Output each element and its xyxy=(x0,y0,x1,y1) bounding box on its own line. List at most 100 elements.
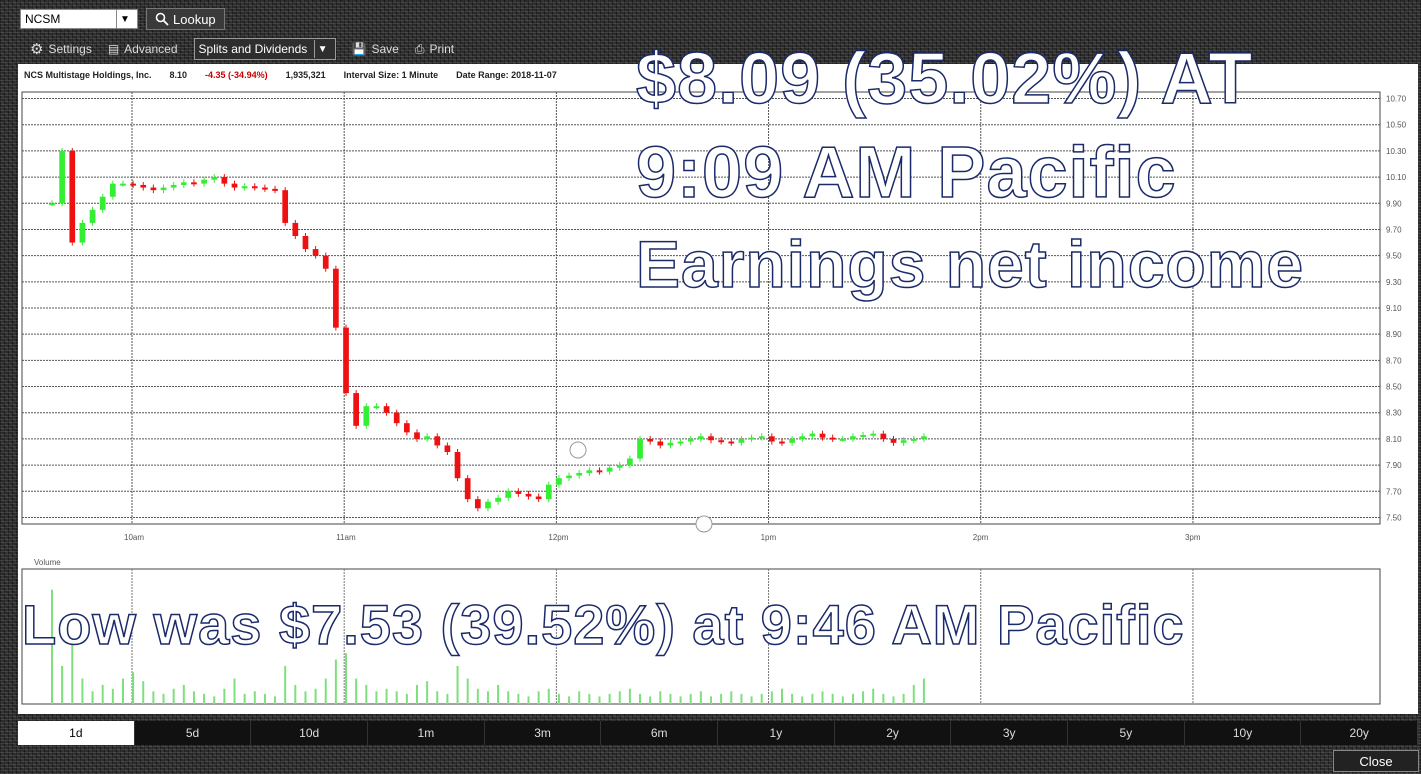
candle xyxy=(515,491,522,494)
range-tab-1d[interactable]: 1d xyxy=(18,721,135,745)
annotation-marker xyxy=(569,441,587,459)
candle xyxy=(322,255,329,269)
candle xyxy=(191,182,197,185)
volume-bar xyxy=(294,684,297,704)
volume-bar xyxy=(679,696,682,704)
candle xyxy=(150,187,157,191)
range-tab-2y[interactable]: 2y xyxy=(835,721,952,745)
candle xyxy=(839,438,846,441)
candle xyxy=(120,183,126,186)
volume-bar xyxy=(284,665,287,704)
volume-bar xyxy=(760,693,763,704)
volume-bar xyxy=(263,693,266,704)
advanced-label: Advanced xyxy=(124,42,178,56)
advanced-button[interactable]: ▤ Advanced xyxy=(108,42,178,56)
volume-bar xyxy=(912,684,915,704)
close-button[interactable]: Close xyxy=(1333,750,1419,772)
volume-bar xyxy=(841,696,844,704)
candle xyxy=(312,249,319,256)
candle xyxy=(282,190,289,223)
quote-info: NCS Multistage Holdings, Inc. 8.10 -4.35… xyxy=(24,70,557,80)
lookup-label: Lookup xyxy=(173,11,216,27)
volume-bar xyxy=(152,691,155,704)
range-tab-5y[interactable]: 5y xyxy=(1068,721,1185,745)
candle xyxy=(201,179,207,184)
overlay-price: $8.09 (35.02%) AT xyxy=(635,38,1254,120)
y-tick-label: 8.70 xyxy=(1386,356,1402,365)
range-tab-3m[interactable]: 3m xyxy=(485,721,602,745)
candle xyxy=(140,184,147,188)
volume-bar xyxy=(243,693,246,704)
candle xyxy=(596,470,603,473)
price-chart: 10.70 10.50 10.30 10.10 9.90 9.70 9.50 9.30 9.10… xyxy=(21,91,1407,705)
range-tab-3y[interactable]: 3y xyxy=(951,721,1069,745)
save-button[interactable]: 💾 Save xyxy=(352,42,399,56)
settings-button[interactable]: ⚙ Settings xyxy=(30,40,92,58)
range-tab-10d[interactable]: 10d xyxy=(251,721,369,745)
volume-bar xyxy=(821,691,824,704)
range-tab-10y[interactable]: 10y xyxy=(1185,721,1302,745)
volume-bar xyxy=(831,693,834,704)
volume-bar xyxy=(436,691,439,704)
candle xyxy=(49,203,55,206)
range-tab-1y[interactable]: 1y xyxy=(718,721,835,745)
candle xyxy=(880,433,887,439)
candle xyxy=(292,222,299,236)
candle xyxy=(79,222,86,243)
settings-label: Settings xyxy=(48,42,92,56)
volume-bar xyxy=(689,693,692,704)
candle xyxy=(485,501,491,509)
volume-bar xyxy=(253,691,256,704)
volume-bar xyxy=(882,693,885,704)
volume-bar xyxy=(791,693,794,704)
volume-bar xyxy=(770,691,773,704)
save-label: Save xyxy=(371,42,399,56)
volume-bar xyxy=(466,678,469,704)
volume-bar xyxy=(628,688,631,704)
volume-bar xyxy=(557,693,560,704)
volume-bar xyxy=(517,693,520,704)
price-change: -4.35 (-34.94%) xyxy=(205,70,268,80)
splits-select[interactable]: Splits and Dividends ▼ xyxy=(193,38,336,60)
candle xyxy=(809,433,816,437)
volume-bar xyxy=(132,672,135,704)
candle xyxy=(495,497,501,502)
candle xyxy=(566,475,572,479)
save-icon: 💾 xyxy=(351,42,367,56)
volume-bar xyxy=(537,691,540,704)
range-tab-1m[interactable]: 1m xyxy=(368,721,485,745)
candle xyxy=(779,441,785,444)
candle xyxy=(789,438,795,443)
candle xyxy=(231,183,238,188)
candle xyxy=(819,433,826,438)
volume-bar xyxy=(699,691,702,704)
range-tab-6m[interactable]: 6m xyxy=(601,721,719,745)
candle xyxy=(99,196,106,210)
x-tick-label: 10am xyxy=(124,533,144,542)
volume-bar xyxy=(486,691,489,704)
candle xyxy=(890,438,897,443)
candle xyxy=(870,433,877,436)
y-tick-label: 9.10 xyxy=(1386,304,1402,313)
candle xyxy=(343,327,349,394)
volume-bar xyxy=(750,696,753,704)
candle xyxy=(180,182,187,185)
volume-bar xyxy=(902,693,905,704)
lookup-button[interactable]: Lookup xyxy=(146,8,225,30)
y-tick-label: 10.70 xyxy=(1386,95,1407,104)
volume-bar xyxy=(426,681,429,704)
symbol-value: NCSM xyxy=(25,12,61,26)
candle xyxy=(59,150,65,204)
range-tab-5d[interactable]: 5d xyxy=(135,721,252,745)
range-tab-20y[interactable]: 20y xyxy=(1301,721,1419,745)
candle xyxy=(251,186,258,189)
volume-bar xyxy=(598,696,601,704)
candle xyxy=(829,437,836,440)
print-button[interactable]: ⎙ Print xyxy=(415,42,454,57)
candle xyxy=(606,467,613,472)
candle xyxy=(647,438,654,442)
symbol-select[interactable]: NCSM ▼ xyxy=(20,9,138,29)
chart-panel: NCS Multistage Holdings, Inc. 8.10 -4.35… xyxy=(18,64,1418,714)
volume-bar xyxy=(568,696,571,704)
volume-bar xyxy=(811,693,814,704)
